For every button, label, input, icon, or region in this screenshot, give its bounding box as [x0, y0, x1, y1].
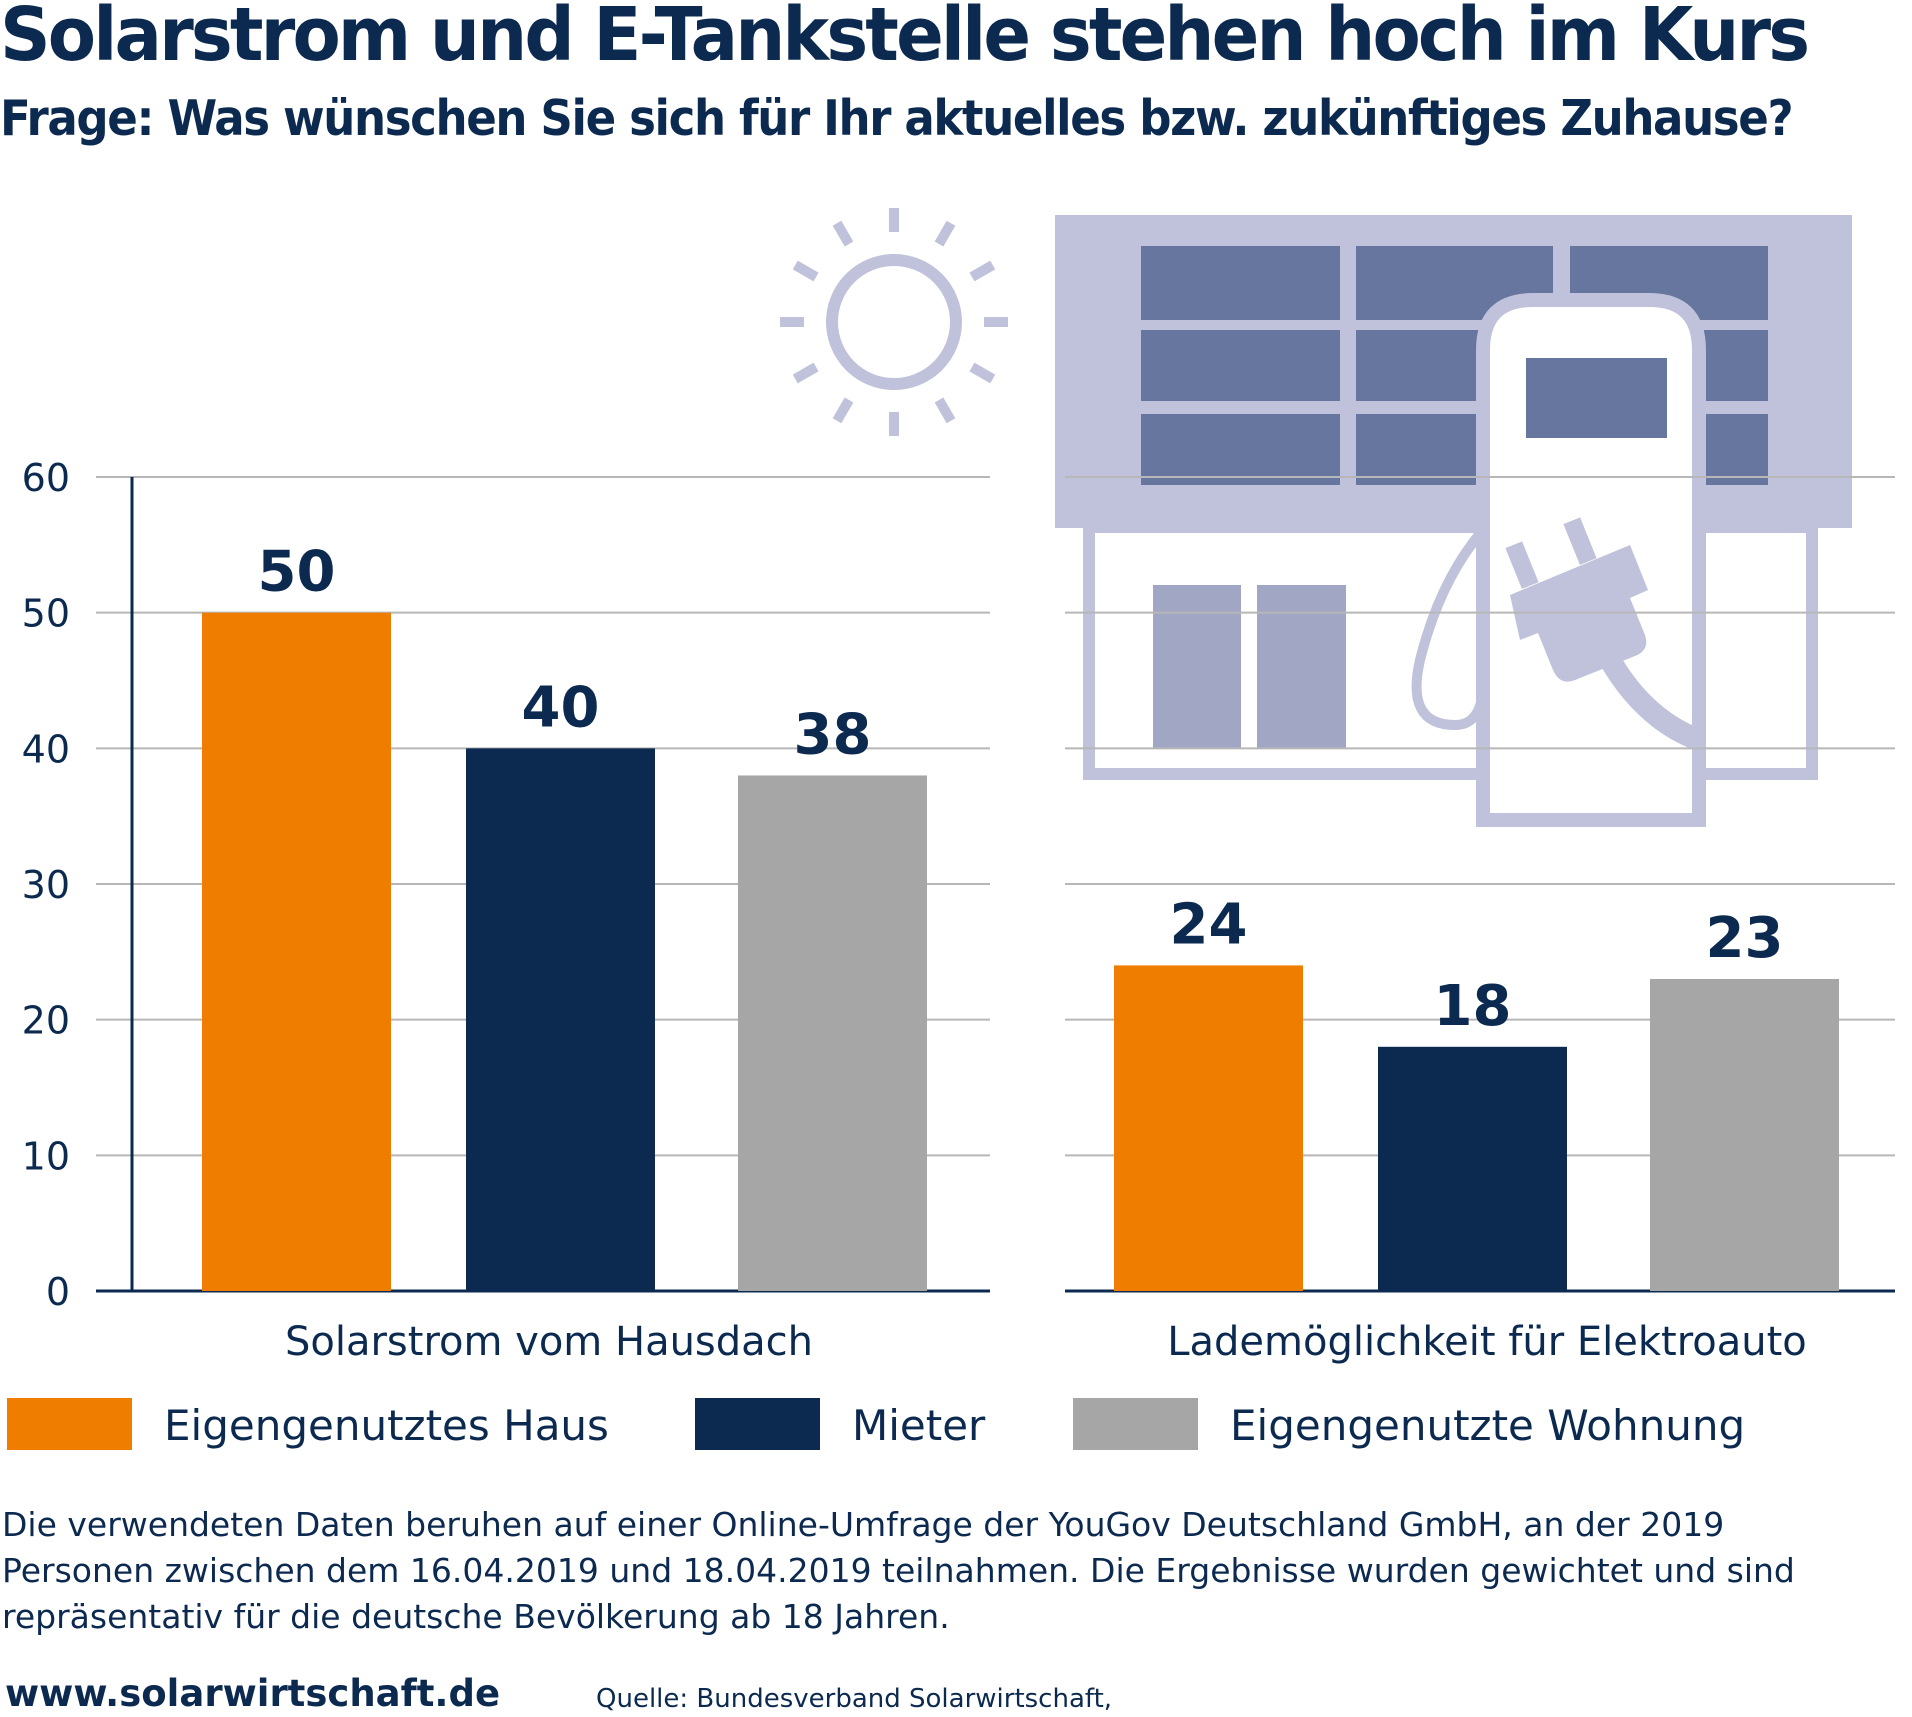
- legend-label: Eigengenutztes Haus: [164, 1401, 609, 1450]
- y-tick-label: 10: [22, 1134, 70, 1178]
- footnote-line: Personen zwischen dem 16.04.2019 und 18.…: [2, 1551, 1795, 1590]
- category-label: Solarstrom vom Hausdach: [285, 1319, 813, 1365]
- sun-ray: [832, 220, 854, 247]
- footnote-line: Die verwendeten Daten beruhen auf einer …: [2, 1505, 1725, 1544]
- website-link[interactable]: www.solarwirtschaft.de: [5, 1672, 501, 1715]
- bar: [202, 612, 391, 1291]
- bar: [466, 748, 655, 1291]
- sun-ray: [792, 260, 819, 282]
- y-tick-label: 30: [22, 863, 70, 907]
- bars: [202, 612, 1839, 1291]
- y-tick-label: 60: [22, 456, 70, 500]
- bar: [1378, 1046, 1567, 1291]
- y-tick-label: 40: [22, 727, 70, 771]
- data-label: 38: [794, 702, 872, 767]
- data-label: 50: [258, 540, 336, 605]
- data-labels: 50 40 38 24 18 23: [258, 540, 1784, 1039]
- sun-ray: [934, 220, 956, 247]
- y-tick-label: 0: [46, 1270, 70, 1314]
- sun-ray: [934, 397, 956, 424]
- legend-swatch: [1073, 1398, 1198, 1450]
- solar-roof-house-icon: [1055, 215, 1852, 780]
- footnote-line: repräsentativ für die deutsche Bevölkeru…: [2, 1597, 950, 1636]
- bar: [1114, 965, 1303, 1291]
- sun-ray: [969, 362, 996, 384]
- chart-title: Solarstrom und E-Tankstelle stehen hoch …: [0, 0, 1810, 78]
- footnote: Die verwendeten Daten beruhen auf einer …: [2, 1502, 1902, 1640]
- source-note: Quelle: Bundesverband Solarwirtschaft,: [596, 1684, 1113, 1714]
- category-labels: Solarstrom vom Hausdach Lademöglichkeit f…: [285, 1319, 1807, 1365]
- legend-swatch: [695, 1398, 820, 1450]
- sun-ray: [969, 260, 996, 282]
- bar-chart: 0 10 20 30 40 50 60 50 40 38 24 18 23 Solarstrom vo…: [7, 208, 1895, 1450]
- legend-label: Mieter: [852, 1401, 986, 1450]
- y-tick-label: 20: [22, 999, 70, 1043]
- y-axis: 0 10 20 30 40 50 60: [22, 456, 134, 1314]
- sun-ray: [792, 362, 819, 384]
- y-tick-label: 50: [22, 592, 70, 636]
- bar: [1650, 978, 1839, 1291]
- chart-subtitle: Frage: Was wünschen Sie sich für Ihr akt…: [0, 90, 1794, 147]
- data-label: 18: [1434, 974, 1512, 1039]
- legend: Eigengenutztes Haus Mieter Eigengenutzte W…: [7, 1398, 1745, 1450]
- category-label: Lademöglichkeit für Elektroauto: [1167, 1319, 1807, 1365]
- sun-ray: [832, 397, 854, 424]
- bar: [738, 775, 927, 1291]
- legend-swatch: [7, 1398, 132, 1450]
- data-label: 24: [1170, 892, 1248, 957]
- legend-label: Eigengenutzte Wohnung: [1230, 1401, 1745, 1450]
- charging-station-icon: [1411, 293, 1706, 827]
- data-label: 23: [1706, 906, 1784, 971]
- data-label: 40: [522, 675, 600, 740]
- sun-icon: [780, 208, 1008, 436]
